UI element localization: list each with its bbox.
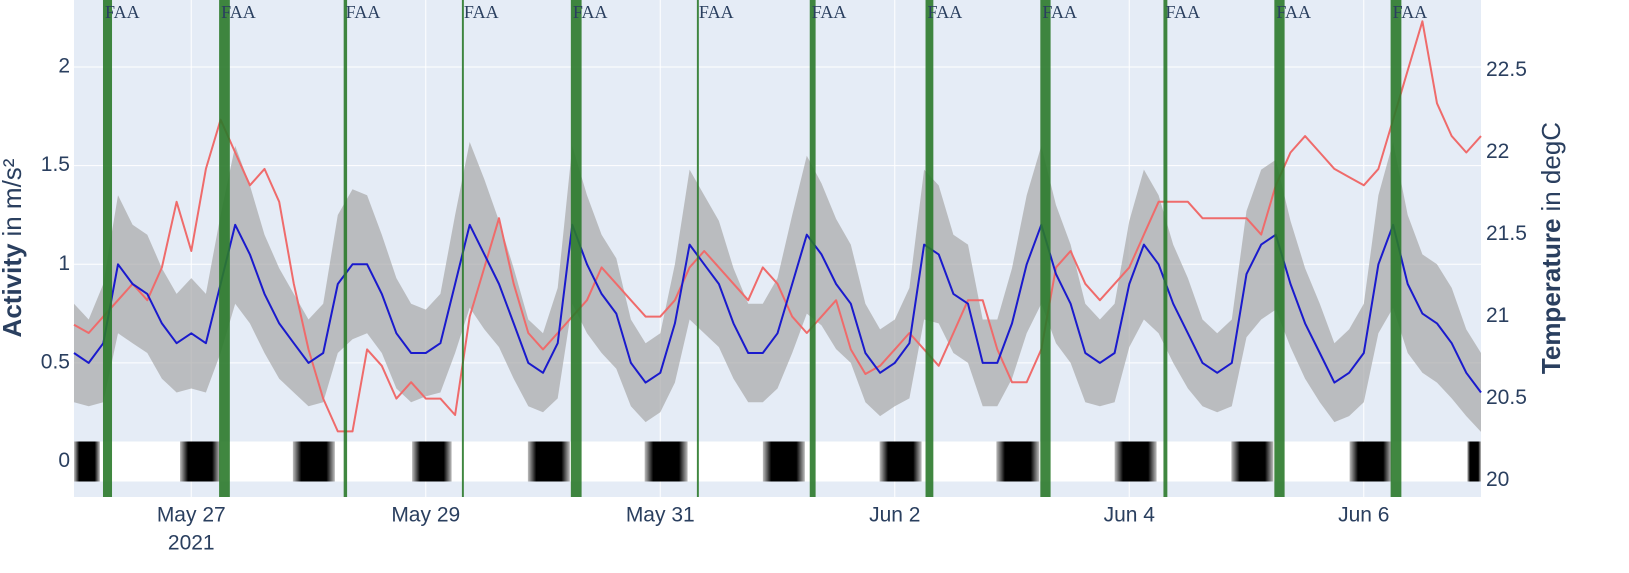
y2-tick-label: 22.5 <box>1486 58 1527 81</box>
faa-band <box>1274 0 1285 497</box>
faa-label: FAA <box>812 2 847 22</box>
faa-label: FAA <box>1042 2 1077 22</box>
faa-band <box>1040 0 1051 497</box>
dark-period <box>180 441 221 482</box>
dark-period <box>292 441 335 482</box>
faa-band <box>570 0 582 497</box>
faa-label: FAA <box>699 2 734 22</box>
x-tick-label: May 31 <box>626 504 695 527</box>
y2-axis-title: Temperature in degC <box>1536 122 1566 374</box>
faa-label: FAA <box>1393 2 1428 22</box>
y-tick-label: 1 <box>58 252 70 275</box>
faa-band <box>1163 0 1168 497</box>
dark-period <box>644 441 688 482</box>
faa-label: FAA <box>1165 2 1200 22</box>
dark-period <box>1349 441 1392 482</box>
faa-band <box>1390 0 1402 497</box>
x-tick-label: May 29 <box>391 504 460 527</box>
faa-label: FAA <box>573 2 608 22</box>
y2-tick-label: 21 <box>1486 304 1509 327</box>
dark-period <box>74 441 100 482</box>
faa-label: FAA <box>464 2 499 22</box>
dark-period <box>412 441 452 482</box>
dark-period <box>1231 441 1274 482</box>
y2-tick-label: 20.5 <box>1486 386 1527 409</box>
activity-line <box>73 223 1482 394</box>
dark-period <box>1114 441 1157 482</box>
x-tick-label: Jun 2 <box>869 504 920 527</box>
y-axis-title: Activity in m/s² <box>0 158 27 337</box>
faa-label: FAA <box>928 2 963 22</box>
std-band <box>74 142 1481 432</box>
y-axis-title-main: Activity <box>0 243 27 337</box>
y-tick-label: 2 <box>58 55 70 78</box>
y2-axis-title-unit: in degC <box>1536 122 1566 212</box>
y2-axis-title-main: Temperature <box>1536 219 1566 375</box>
faa-band <box>219 0 230 497</box>
y2-tick-label: 20 <box>1486 468 1509 491</box>
faa-band <box>925 0 934 497</box>
faa-label: FAA <box>105 2 140 22</box>
faa-band <box>102 0 113 497</box>
y2-tick-label: 21.5 <box>1486 222 1527 245</box>
y-tick-label: 1.5 <box>41 153 70 176</box>
x-tick-label: May 27 <box>157 504 226 527</box>
dark-period <box>527 441 570 482</box>
faa-band <box>809 0 816 497</box>
y-axis-title-unit: in m/s² <box>0 158 27 236</box>
dark-period <box>879 441 922 482</box>
faa-label: FAA <box>1276 2 1311 22</box>
y2-tick-label: 22 <box>1486 140 1509 163</box>
faa-band <box>696 0 699 497</box>
faa-label: FAA <box>346 2 381 22</box>
y-tick-label: 0.5 <box>41 350 70 373</box>
y-tick-label: 0 <box>58 449 70 472</box>
faa-band <box>343 0 348 497</box>
dark-period <box>762 441 805 482</box>
faa-label: FAA <box>221 2 256 22</box>
temperature-line <box>73 20 1482 433</box>
x-tick-label: Jun 6 <box>1338 504 1389 527</box>
dark-period <box>1467 441 1481 482</box>
x-year-label: 2021 <box>168 532 215 555</box>
faa-band <box>461 0 464 497</box>
dark-period <box>996 441 1040 482</box>
x-tick-label: Jun 4 <box>1104 504 1156 527</box>
